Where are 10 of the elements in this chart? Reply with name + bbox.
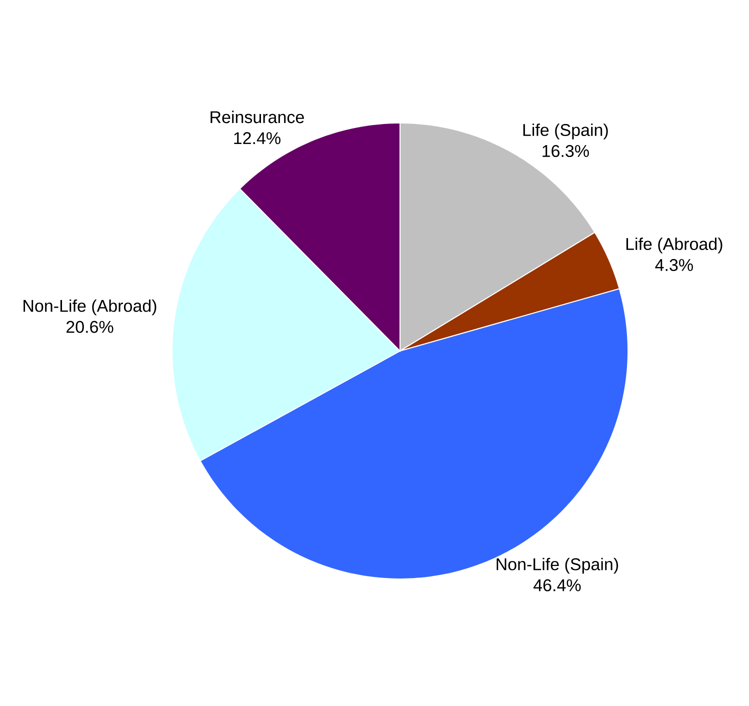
slice-label: Life (Abroad) bbox=[626, 238, 722, 254]
data-label: 12.4% bbox=[234, 132, 280, 144]
slice-label: Non-Life (Abroad) bbox=[24, 299, 156, 316]
slice-label: Life (Spain) bbox=[523, 124, 608, 140]
data-label: 20.6% bbox=[66, 320, 114, 333]
data-label: 4.3% bbox=[655, 259, 693, 272]
data-label: 46.4% bbox=[534, 579, 581, 592]
slice-label: Reinsurance bbox=[210, 110, 304, 124]
data-label: 16.3% bbox=[542, 145, 589, 158]
slice-label: Non-Life (Spain) bbox=[496, 558, 618, 574]
